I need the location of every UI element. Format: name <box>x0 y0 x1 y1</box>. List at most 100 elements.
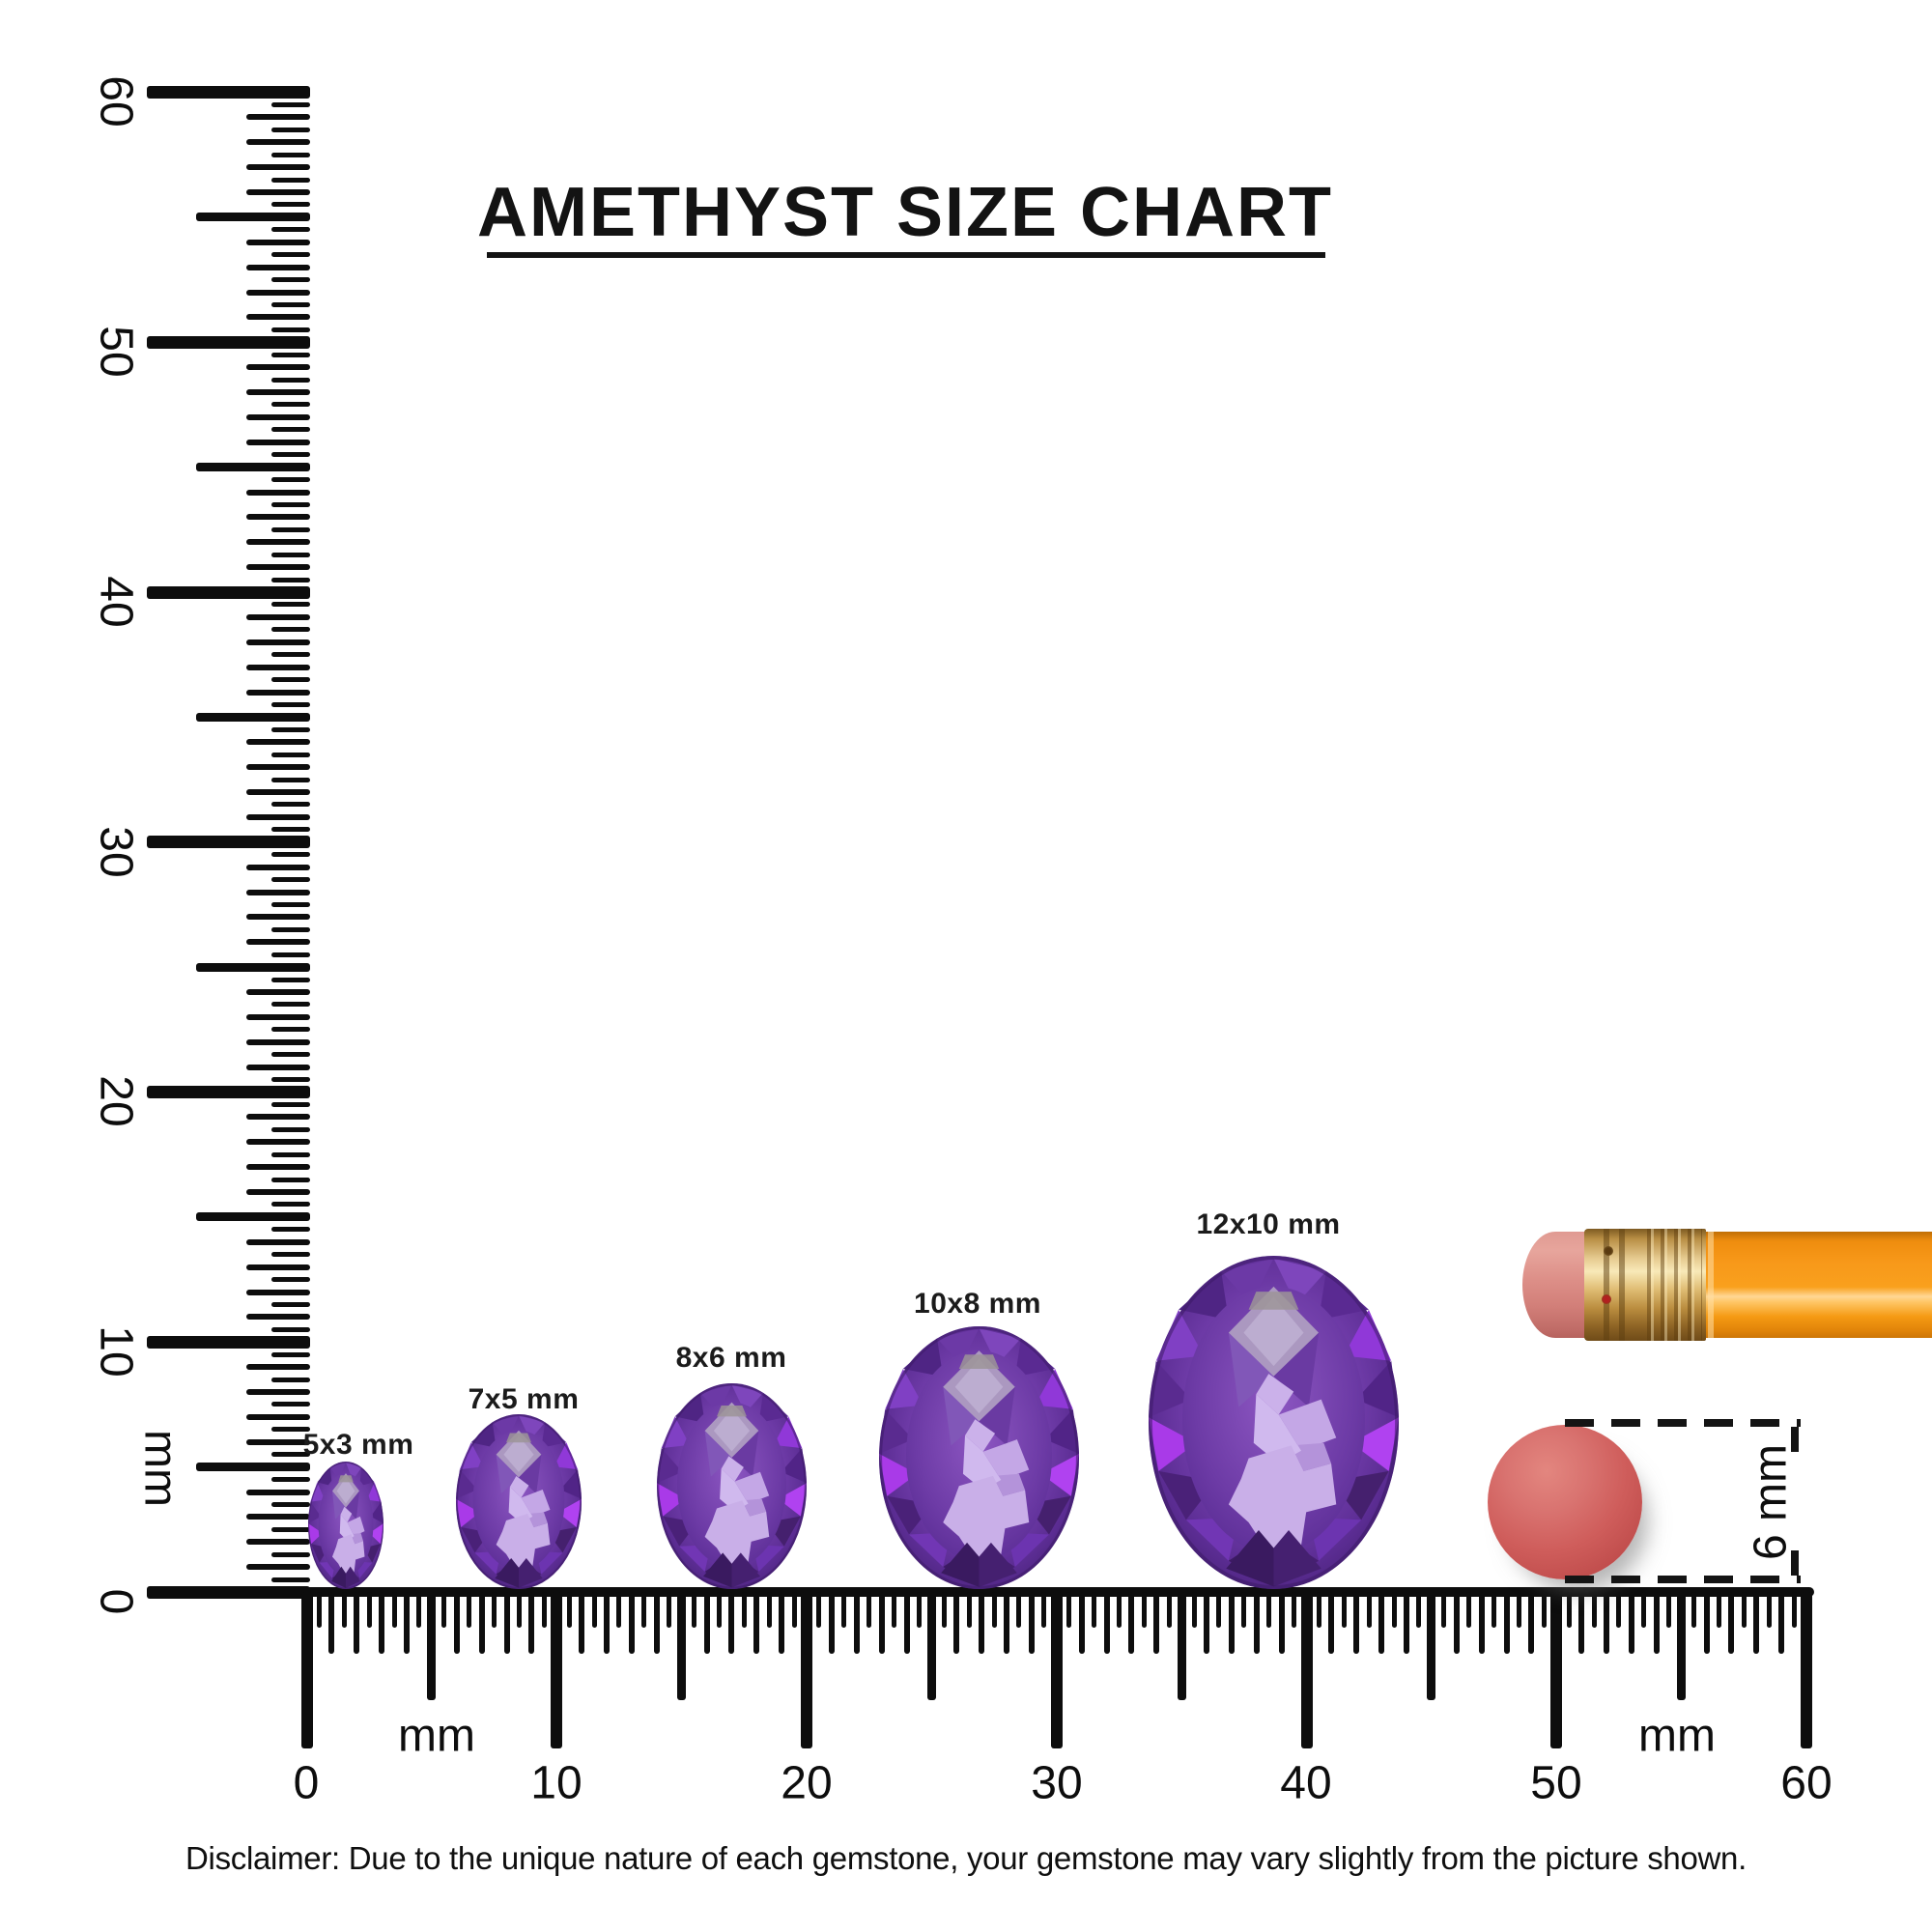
ruler-tick <box>271 127 310 132</box>
ruler-tick <box>453 1592 460 1654</box>
ruler-tick <box>246 139 310 146</box>
ruler-tick <box>246 389 310 395</box>
ruler-tick <box>1300 1592 1313 1748</box>
ruler-tick <box>246 514 310 521</box>
v-ruler-label-40: 40 <box>90 576 142 628</box>
v-ruler-label-10: 10 <box>90 1325 142 1378</box>
ruler-tick <box>271 501 310 507</box>
ruler-tick <box>271 1027 310 1033</box>
ruler-tick <box>528 1592 535 1654</box>
ruler-tick <box>246 189 310 195</box>
ruler-tick <box>1041 1592 1047 1628</box>
disclaimer-text: Disclaimer: Due to the unique nature of … <box>185 1840 1747 1876</box>
ruler-tick <box>246 789 310 795</box>
ruler-tick <box>246 1438 310 1445</box>
ruler-tick <box>246 1514 310 1520</box>
ruler-tick <box>246 289 310 296</box>
measure-corner-bottom <box>1791 1550 1799 1576</box>
ruler-tick <box>916 1592 922 1628</box>
ruler-tick <box>271 1452 310 1458</box>
measure-line-top <box>1565 1419 1801 1427</box>
ruler-tick <box>246 889 310 895</box>
ruler-tick <box>616 1592 622 1628</box>
reference-circle-6mm <box>1488 1425 1642 1579</box>
ruler-tick <box>271 602 310 608</box>
ruler-tick <box>641 1592 647 1628</box>
ruler-tick <box>246 364 310 371</box>
ruler-tick <box>246 613 310 620</box>
ruler-tick <box>366 1592 372 1628</box>
ruler-tick <box>271 477 310 483</box>
ruler-tick <box>147 86 310 99</box>
ruler-tick <box>1128 1592 1135 1654</box>
ruler-tick <box>246 1064 310 1070</box>
ruler-tick <box>246 1139 310 1146</box>
ruler-tick <box>271 377 310 383</box>
ferrule-ridges <box>1644 1229 1702 1341</box>
v-ruler-label-30: 30 <box>90 826 142 878</box>
ruler-tick <box>271 1126 310 1132</box>
ruler-tick <box>867 1592 872 1628</box>
ruler-tick <box>478 1592 485 1654</box>
gem-size-label: 5x3 mm <box>302 1429 414 1461</box>
ruler-tick <box>246 1489 310 1495</box>
ruler-tick <box>892 1592 897 1628</box>
ruler-tick <box>979 1592 985 1654</box>
ruler-tick <box>779 1592 785 1654</box>
h-ruler-label-20: 20 <box>781 1757 833 1809</box>
ruler-tick <box>816 1592 822 1628</box>
ruler-tick <box>271 402 310 408</box>
h-ruler-label-60: 60 <box>1780 1757 1833 1809</box>
ruler-tick <box>147 1335 310 1349</box>
ruler-tick <box>1677 1592 1687 1700</box>
ruler-tick <box>271 677 310 683</box>
ruler-tick <box>667 1592 672 1628</box>
ruler-tick <box>271 777 310 782</box>
ruler-tick <box>271 1002 310 1008</box>
ruler-tick <box>1216 1592 1222 1628</box>
ruler-tick <box>196 463 310 472</box>
ruler-tick <box>941 1592 947 1628</box>
ruler-tick <box>1092 1592 1097 1628</box>
ruler-tick <box>753 1592 760 1654</box>
ruler-tick <box>692 1592 697 1628</box>
v-ruler-label-60: 60 <box>90 75 142 128</box>
ruler-tick <box>1066 1592 1072 1628</box>
gem-size-label: 7x5 mm <box>468 1383 580 1415</box>
ruler-tick <box>1153 1592 1160 1654</box>
h-ruler-label-0: 0 <box>293 1757 320 1809</box>
amethyst-gem-5x3 <box>308 1462 384 1589</box>
ruler-tick <box>271 1177 310 1182</box>
ruler-tick <box>271 1151 310 1157</box>
ruler-tick <box>703 1592 710 1654</box>
circle-diameter-label: 6 mm <box>1745 1444 1797 1560</box>
ruler-tick <box>271 1351 310 1357</box>
ruler-tick <box>271 1526 310 1532</box>
ruler-tick <box>271 1301 310 1307</box>
ruler-tick <box>246 1038 310 1045</box>
ruler-tick <box>1103 1592 1110 1654</box>
h-ruler-label-10: 10 <box>530 1757 582 1809</box>
ruler-tick <box>1801 1592 1812 1748</box>
ruler-tick <box>271 1427 310 1433</box>
page-title: AMETHYST SIZE CHART <box>476 174 1334 251</box>
ruler-tick <box>1528 1592 1535 1654</box>
ruler-tick <box>1028 1592 1035 1654</box>
gem-size-label: 10x8 mm <box>914 1288 1041 1320</box>
amethyst-gem-10x8 <box>879 1326 1079 1589</box>
ruler-tick <box>1078 1592 1085 1654</box>
ruler-tick <box>147 585 310 599</box>
ruler-tick <box>246 764 310 771</box>
ruler-tick <box>1292 1592 1297 1628</box>
ruler-tick <box>271 1101 310 1107</box>
ruler-tick <box>246 989 310 995</box>
ruler-tick <box>1604 1592 1609 1654</box>
pencil-graphic <box>1517 1229 1932 1341</box>
amethyst-gem-12x10 <box>1149 1256 1399 1589</box>
ruler-tick <box>1004 1592 1009 1654</box>
h-ruler-unit-label-left: mm <box>398 1710 475 1762</box>
ruler-tick <box>246 239 310 245</box>
ruler-tick <box>1591 1592 1597 1628</box>
ruler-tick <box>271 252 310 258</box>
